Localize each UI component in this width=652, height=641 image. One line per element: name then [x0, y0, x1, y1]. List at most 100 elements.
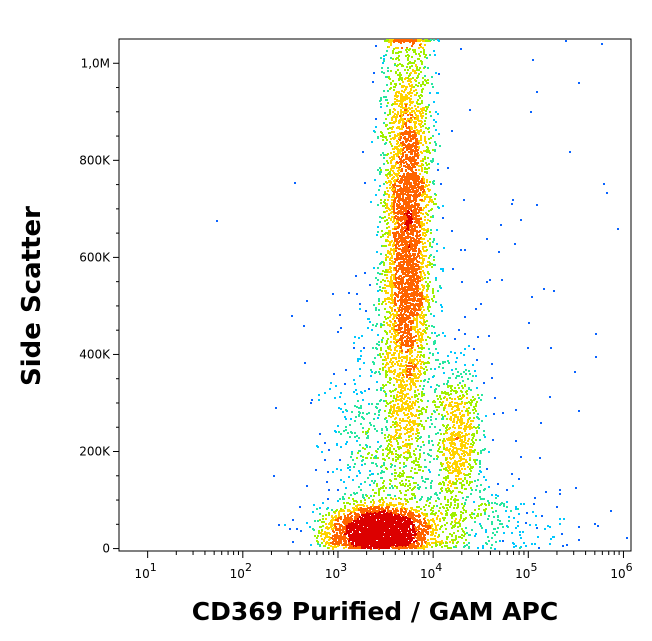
data-point — [383, 501, 385, 503]
data-point — [396, 265, 398, 267]
data-point — [414, 358, 416, 360]
data-point — [433, 238, 435, 240]
data-point — [401, 523, 403, 525]
data-point — [423, 107, 425, 109]
data-point — [349, 503, 351, 505]
data-point — [278, 524, 280, 526]
data-point — [405, 275, 407, 277]
data-point — [399, 72, 401, 74]
data-point — [379, 167, 381, 169]
data-point — [404, 340, 406, 342]
data-point — [411, 517, 413, 519]
data-point — [332, 530, 334, 532]
data-point — [407, 57, 409, 59]
data-point — [412, 77, 414, 79]
data-point — [417, 155, 419, 157]
data-point — [395, 120, 397, 122]
data-point — [379, 173, 381, 175]
data-point — [327, 547, 329, 549]
data-point — [389, 283, 391, 285]
data-point — [404, 306, 406, 308]
data-point — [354, 516, 356, 518]
data-point — [384, 539, 386, 541]
data-point — [419, 55, 421, 57]
data-point — [377, 231, 379, 233]
data-point — [394, 223, 396, 225]
data-point — [407, 318, 409, 320]
data-point — [427, 67, 429, 69]
data-point — [429, 92, 431, 94]
data-point — [417, 529, 419, 531]
data-point — [433, 326, 435, 328]
data-point — [390, 515, 392, 517]
data-point — [314, 535, 316, 537]
data-point — [386, 227, 388, 229]
data-point — [411, 529, 413, 531]
data-point — [384, 530, 386, 532]
data-point — [395, 47, 397, 49]
data-point — [422, 81, 424, 83]
data-point — [421, 311, 423, 313]
data-point — [360, 533, 362, 535]
data-point — [384, 199, 386, 201]
data-point — [386, 506, 388, 508]
data-point — [399, 139, 401, 141]
data-point — [389, 316, 391, 318]
data-point — [392, 365, 394, 367]
data-point — [418, 506, 420, 508]
data-point — [366, 529, 368, 531]
data-point — [461, 528, 463, 530]
data-point — [437, 444, 439, 446]
data-point — [412, 340, 414, 342]
data-point — [389, 175, 391, 177]
data-point — [423, 272, 425, 274]
data-point — [355, 509, 357, 511]
data-point — [342, 509, 344, 511]
data-point — [399, 422, 401, 424]
data-point — [324, 531, 326, 533]
data-point — [424, 216, 426, 218]
data-point — [440, 503, 442, 505]
data-point — [395, 530, 397, 532]
data-point — [426, 168, 428, 170]
data-point — [422, 232, 424, 234]
data-point — [323, 545, 325, 547]
data-point — [416, 326, 418, 328]
data-point — [385, 497, 387, 499]
data-point — [334, 523, 336, 525]
data-point — [387, 177, 389, 179]
data-point — [447, 167, 449, 169]
data-point — [420, 115, 422, 117]
data-point — [414, 49, 416, 51]
data-point — [401, 47, 403, 49]
data-point — [428, 310, 430, 312]
data-point — [414, 70, 416, 72]
data-point — [375, 194, 377, 196]
data-point — [332, 546, 334, 548]
data-point — [394, 297, 396, 299]
data-point — [405, 535, 407, 537]
data-point — [424, 520, 426, 522]
data-point — [394, 495, 396, 497]
data-point — [376, 323, 378, 325]
data-point — [317, 543, 319, 545]
data-point — [436, 243, 438, 245]
data-point — [372, 508, 374, 510]
data-point — [391, 363, 393, 365]
data-point — [351, 535, 353, 537]
data-point — [406, 180, 408, 182]
data-point — [405, 161, 407, 163]
data-point — [351, 537, 353, 539]
data-point — [430, 496, 432, 498]
data-point — [426, 369, 428, 371]
data-point — [427, 240, 429, 242]
data-point — [405, 111, 407, 113]
data-point — [349, 510, 351, 512]
data-point — [342, 544, 344, 546]
data-point — [366, 505, 368, 507]
data-point — [402, 541, 404, 543]
data-point — [363, 524, 365, 526]
data-point — [433, 39, 435, 41]
data-point — [432, 86, 434, 88]
data-point — [380, 525, 382, 527]
